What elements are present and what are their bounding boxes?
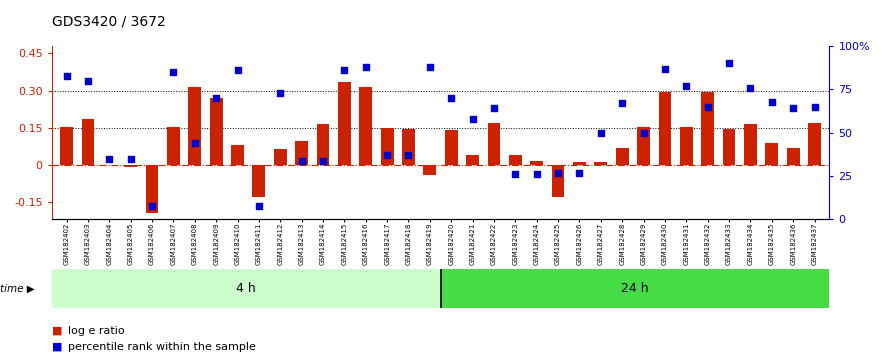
Text: ■: ■: [52, 326, 62, 336]
Bar: [637, 127, 650, 165]
Point: [700, 104, 715, 110]
Point: [465, 116, 480, 122]
Bar: [616, 148, 628, 165]
Bar: [231, 145, 244, 165]
Point: [530, 172, 544, 177]
Point: [551, 170, 565, 176]
Bar: [210, 98, 222, 165]
Bar: [445, 130, 457, 165]
Point: [209, 95, 223, 101]
Point: [615, 101, 629, 106]
Point: [722, 61, 736, 66]
Point: [444, 95, 458, 101]
Bar: [441, 269, 829, 308]
Point: [295, 158, 309, 163]
Point: [807, 104, 821, 110]
Bar: [701, 92, 714, 165]
Bar: [381, 128, 393, 165]
Bar: [338, 82, 351, 165]
Bar: [125, 165, 137, 167]
Bar: [530, 161, 543, 165]
Point: [166, 69, 181, 75]
Point: [102, 156, 117, 161]
Point: [658, 66, 672, 72]
Bar: [360, 87, 372, 165]
Point: [487, 105, 501, 111]
Bar: [595, 162, 607, 165]
Bar: [808, 123, 821, 165]
Bar: [167, 127, 180, 165]
Point: [679, 83, 693, 89]
Bar: [82, 119, 94, 165]
Point: [337, 68, 352, 73]
Point: [231, 68, 245, 73]
Bar: [744, 124, 756, 165]
Bar: [317, 124, 329, 165]
Point: [124, 156, 138, 161]
Text: log e ratio: log e ratio: [68, 326, 125, 336]
Bar: [253, 165, 265, 197]
Bar: [680, 127, 692, 165]
Text: GDS3420 / 3672: GDS3420 / 3672: [52, 14, 166, 28]
Bar: [488, 123, 500, 165]
Bar: [189, 87, 201, 165]
Text: 24 h: 24 h: [621, 282, 649, 295]
Text: ■: ■: [52, 342, 62, 352]
Bar: [509, 155, 522, 165]
Text: percentile rank within the sample: percentile rank within the sample: [68, 342, 255, 352]
Bar: [424, 165, 436, 175]
Point: [60, 73, 74, 78]
Point: [188, 140, 202, 146]
Point: [316, 158, 330, 163]
Bar: [466, 155, 479, 165]
Bar: [552, 165, 564, 197]
Bar: [573, 162, 586, 165]
Point: [743, 85, 757, 91]
Bar: [723, 129, 735, 165]
Point: [423, 64, 437, 70]
Bar: [659, 92, 671, 165]
Point: [401, 153, 416, 158]
Point: [594, 130, 608, 136]
Bar: [765, 143, 778, 165]
Bar: [146, 165, 158, 213]
Point: [359, 64, 373, 70]
Bar: [274, 149, 287, 165]
Point: [252, 203, 266, 209]
Bar: [52, 269, 441, 308]
Point: [508, 172, 522, 177]
Bar: [402, 129, 415, 165]
Bar: [61, 127, 73, 165]
Bar: [787, 148, 799, 165]
Point: [765, 99, 779, 104]
Point: [81, 78, 95, 84]
Point: [145, 203, 159, 209]
Point: [636, 130, 651, 136]
Point: [380, 153, 394, 158]
Text: 4 h: 4 h: [236, 282, 256, 295]
Text: time ▶: time ▶: [0, 284, 35, 293]
Point: [572, 170, 587, 176]
Bar: [295, 141, 308, 165]
Point: [273, 90, 287, 96]
Point: [786, 105, 800, 111]
